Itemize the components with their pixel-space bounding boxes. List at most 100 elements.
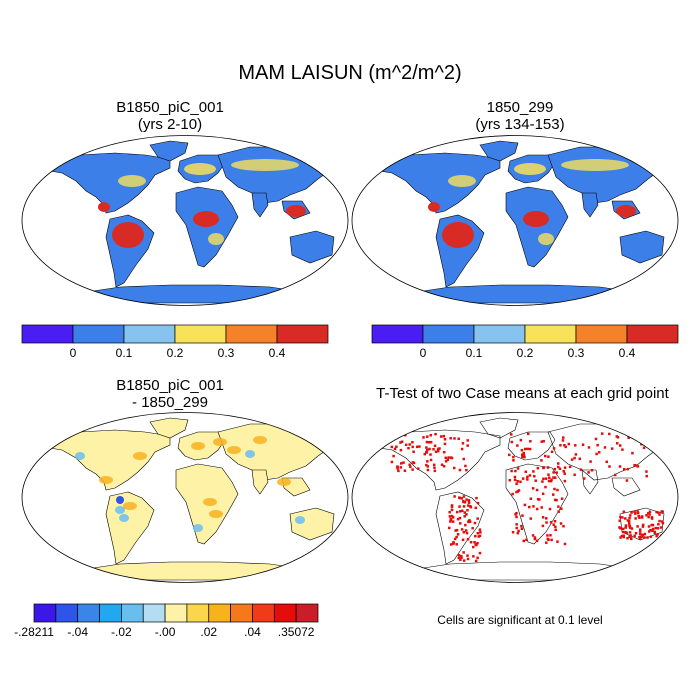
br-sig-cell: [613, 473, 617, 477]
br-sig-cell: [645, 513, 648, 517]
br-sig-cell: [552, 447, 556, 450]
br-sig-cell: [550, 478, 553, 481]
br-sig-cell: [560, 497, 564, 500]
br-sig-cell: [418, 445, 421, 448]
tr-asia: [547, 146, 671, 204]
cbar-tr-tick-label: 0.3: [567, 346, 585, 360]
br-sig-cell: [390, 460, 394, 464]
br-sig-cell: [630, 537, 633, 541]
br-sig-cell: [514, 513, 517, 516]
br-sig-cell: [628, 524, 631, 527]
br-sig-cell: [474, 559, 478, 563]
br-sig-cell: [525, 538, 528, 542]
map-bottom-left: [21, 412, 349, 583]
br-india: [581, 469, 599, 495]
br-sig-cell: [656, 527, 660, 530]
br-sig-cell: [458, 505, 461, 508]
br-sig-cell: [408, 443, 411, 446]
br-sig-cell: [600, 432, 604, 435]
br-sig-cell: [628, 514, 632, 517]
br-sig-cell: [528, 505, 531, 509]
cbar-bl-swatch-4: [121, 603, 144, 623]
br-sig-cell: [651, 527, 655, 531]
br-sig-cell: [563, 466, 567, 469]
br-sig-cell: [515, 490, 518, 494]
br-sig-cell: [460, 447, 464, 451]
br-sig-cell: [465, 531, 469, 535]
br-sig-cell: [478, 551, 482, 555]
br-sig-cell: [570, 458, 574, 461]
tr-australia: [619, 230, 665, 264]
br-sig-cell: [392, 454, 395, 458]
br-sig-cell: [621, 516, 624, 519]
cbar-bl-swatch-8: [208, 603, 231, 623]
br-sig-cell: [638, 528, 642, 531]
br-sig-cell: [590, 469, 594, 472]
bl-pos-patch: [213, 438, 227, 446]
br-sig-cell: [661, 510, 664, 513]
br-sig-cell: [645, 470, 648, 473]
cbar-bl-swatch-0: [33, 603, 57, 623]
br-sig-cell: [447, 456, 450, 459]
br-sig-cell: [449, 543, 453, 546]
br-sig-cell: [442, 465, 446, 468]
br-sig-cell: [439, 435, 443, 438]
cbar-tl-swatch-2: [123, 324, 176, 344]
br-sig-cell: [564, 445, 567, 449]
cbar-tl-tick-label: 0.1: [115, 346, 133, 360]
br-sig-cell: [397, 469, 400, 473]
br-sig-cell: [595, 452, 598, 456]
cbar-tr-swatch-3: [524, 324, 577, 344]
tr-centam-high: [428, 202, 440, 212]
br-sig-cell: [464, 523, 467, 527]
br-sig-cell: [448, 515, 452, 518]
br-sig-cell: [458, 496, 462, 500]
tl-seasia-high: [286, 205, 306, 217]
cbar-tr-swatch-0: [371, 324, 424, 344]
br-sig-cell: [610, 447, 614, 450]
cbar-tr-swatch-4: [575, 324, 628, 344]
br-sig-cell: [553, 498, 557, 502]
cbar-bl-tick-label: -.00: [154, 625, 176, 639]
cbar-tr-tick-label: 0.4: [618, 346, 636, 360]
bl-pos-patch: [227, 446, 241, 454]
br-sig-cell: [451, 516, 455, 519]
br-sig-cell: [428, 447, 431, 451]
br-sig-cell: [403, 469, 407, 472]
br-sig-cell: [594, 437, 598, 441]
br-sig-cell: [399, 466, 403, 469]
br-sig-cell: [552, 471, 555, 474]
cbar-tl-swatch-1: [72, 324, 125, 344]
br-sig-cell: [526, 475, 529, 479]
br-sig-cell: [549, 534, 552, 537]
br-sig-cell: [533, 536, 537, 539]
br-sig-cell: [429, 433, 433, 437]
br-sig-cell: [620, 534, 624, 538]
br-sig-cell: [531, 534, 535, 537]
br-sig-cell: [628, 531, 632, 534]
cbar-bl-swatch-9: [230, 603, 253, 623]
br-sig-cell: [540, 459, 543, 462]
cbar-bl-swatch-3: [99, 603, 122, 623]
br-sig-cell: [547, 473, 550, 476]
br-northAmerica: [379, 429, 501, 491]
br-sig-cell: [619, 536, 622, 539]
br-sig-cell: [556, 540, 559, 543]
br-antarctica: [409, 561, 641, 581]
br-sig-cell: [462, 559, 466, 562]
br-sig-cell: [523, 503, 527, 507]
br-sig-cell: [411, 445, 414, 449]
bl-australia: [289, 507, 335, 541]
br-sig-cell: [618, 465, 622, 468]
br-sig-cell: [559, 522, 563, 525]
br-sig-cell: [629, 526, 632, 530]
tr-land-group: [379, 140, 671, 304]
br-sig-cell: [469, 505, 473, 509]
br-sig-cell: [466, 509, 469, 512]
cbar-bl-swatch-7: [186, 603, 210, 623]
br-sig-cell: [457, 437, 460, 441]
br-sig-cell: [563, 542, 567, 546]
br-sig-cell: [549, 479, 553, 483]
br-sig-cell: [426, 465, 430, 468]
br-sig-cell: [479, 531, 482, 534]
